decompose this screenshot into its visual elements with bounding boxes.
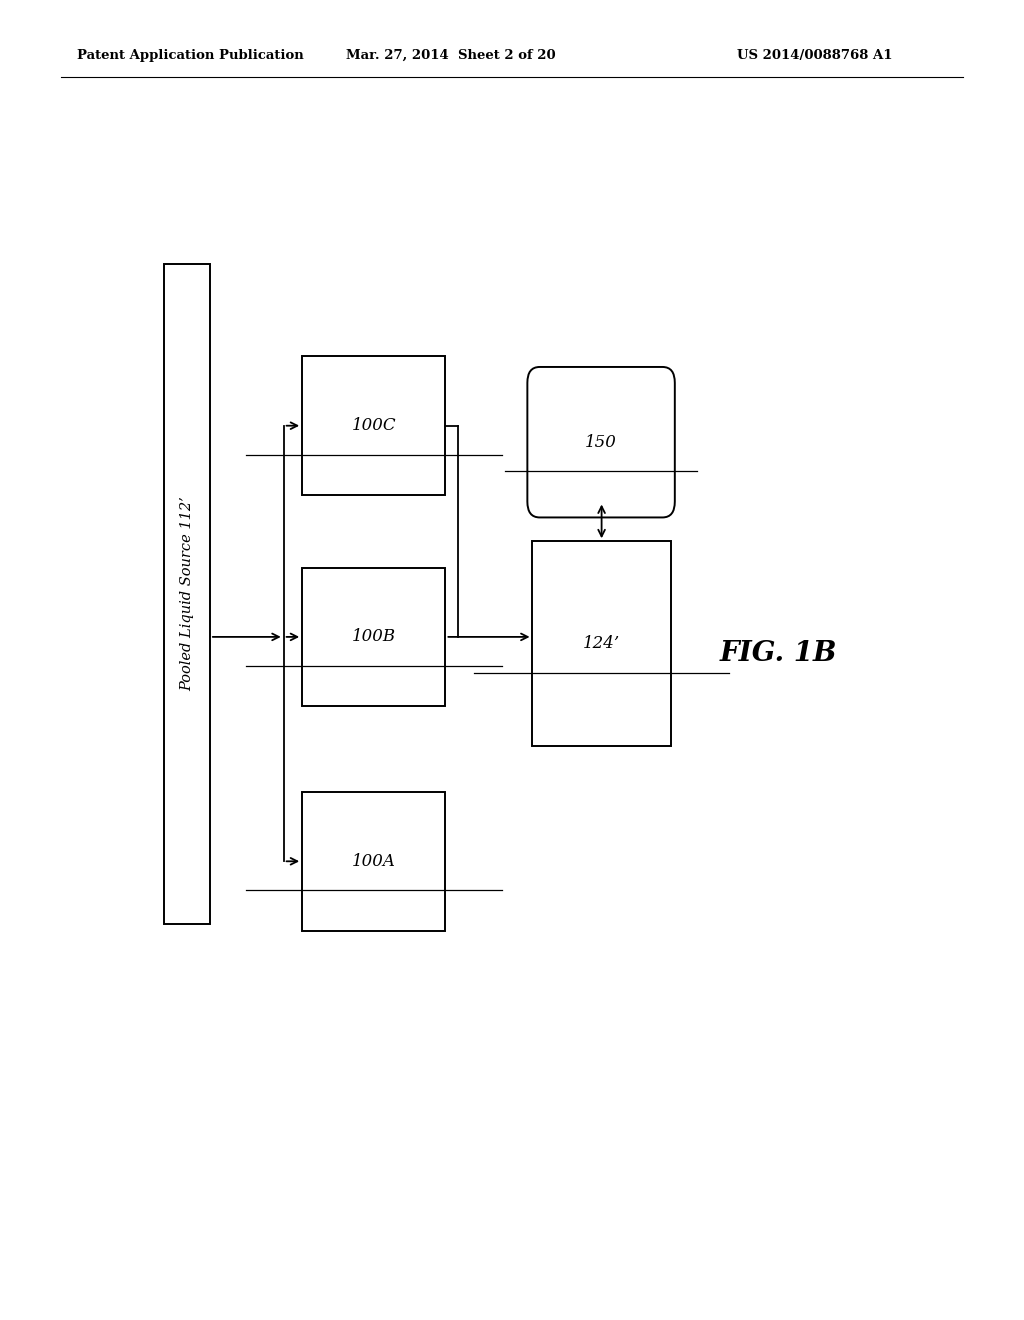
Text: Pooled Liquid Source 112’: Pooled Liquid Source 112’ <box>180 496 194 692</box>
Bar <box>532 541 671 746</box>
Text: 100B: 100B <box>351 628 396 645</box>
Text: 100A: 100A <box>352 853 395 870</box>
Text: 150: 150 <box>585 434 617 450</box>
Bar <box>302 792 445 931</box>
Bar <box>164 264 210 924</box>
Text: Patent Application Publication: Patent Application Publication <box>77 49 303 62</box>
Text: US 2014/0088768 A1: US 2014/0088768 A1 <box>737 49 893 62</box>
Bar <box>302 356 445 495</box>
Text: 100C: 100C <box>351 417 396 434</box>
Text: Mar. 27, 2014  Sheet 2 of 20: Mar. 27, 2014 Sheet 2 of 20 <box>346 49 555 62</box>
Text: 124’: 124’ <box>583 635 621 652</box>
Bar <box>302 568 445 706</box>
FancyBboxPatch shape <box>527 367 675 517</box>
Text: FIG. 1B: FIG. 1B <box>720 640 837 667</box>
